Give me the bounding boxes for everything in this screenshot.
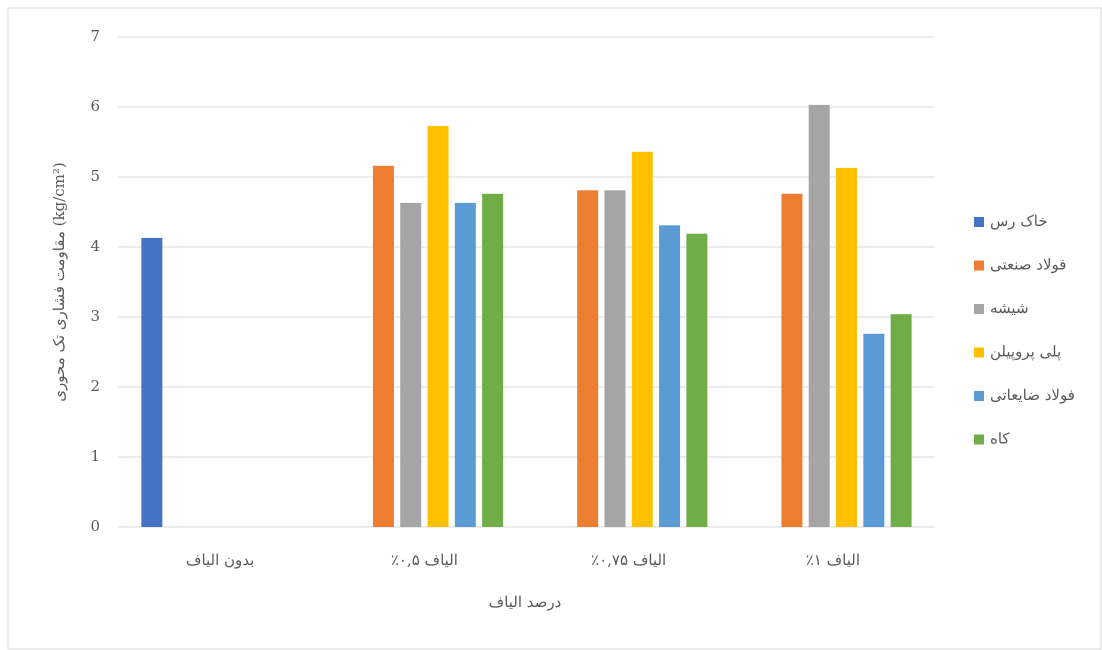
legend-label: فولاد صنعتی [990, 256, 1066, 274]
legend-label: فولاد ضایعاتی [990, 386, 1075, 404]
bar [482, 193, 504, 528]
bar [659, 225, 681, 528]
y-tick-label: 4 [90, 237, 100, 255]
bar [141, 237, 163, 527]
legend-swatch [974, 347, 984, 358]
bar [863, 333, 885, 527]
bar [604, 190, 626, 528]
bar [372, 165, 394, 528]
bar [427, 125, 449, 528]
bar [836, 167, 858, 527]
bar [631, 151, 653, 528]
y-tick-label: 0 [90, 517, 100, 535]
legend-swatch [974, 304, 984, 314]
bar [577, 190, 599, 528]
bar [454, 202, 476, 527]
y-tick-label: 1 [90, 447, 100, 465]
y-axis-title: مقاومت فشاری تک محوری (kg/cm²) [50, 162, 68, 402]
x-axis-title: درصد الیاف [489, 593, 562, 611]
y-tick-label: 5 [90, 167, 100, 185]
legend-label: شیشه [990, 299, 1029, 317]
y-tick-label: 6 [90, 97, 100, 115]
bar [400, 202, 422, 527]
bar [808, 104, 830, 528]
legend-label: کاه [990, 430, 1010, 448]
bar [686, 233, 708, 527]
legend-swatch [974, 434, 984, 445]
legend-swatch [974, 391, 984, 401]
chart-border [7, 7, 1102, 650]
x-tick-label: ٪۰,۷۵ الیاف [591, 551, 666, 569]
legend-swatch [974, 217, 984, 227]
bar [890, 314, 912, 527]
legend-label: پلی پروپیلن [990, 343, 1061, 361]
y-tick-label: 7 [90, 27, 100, 45]
x-tick-label: ٪۱ الیاف [806, 551, 860, 569]
bar [781, 193, 803, 528]
x-tick-label: بدون الیاف [186, 551, 254, 569]
y-tick-label: 2 [90, 377, 100, 395]
legend-label: خاک رس [990, 212, 1048, 230]
y-tick-label: 3 [90, 307, 100, 325]
legend-swatch [974, 260, 984, 271]
x-tick-label: ٪۰,۵ الیاف [391, 551, 458, 569]
